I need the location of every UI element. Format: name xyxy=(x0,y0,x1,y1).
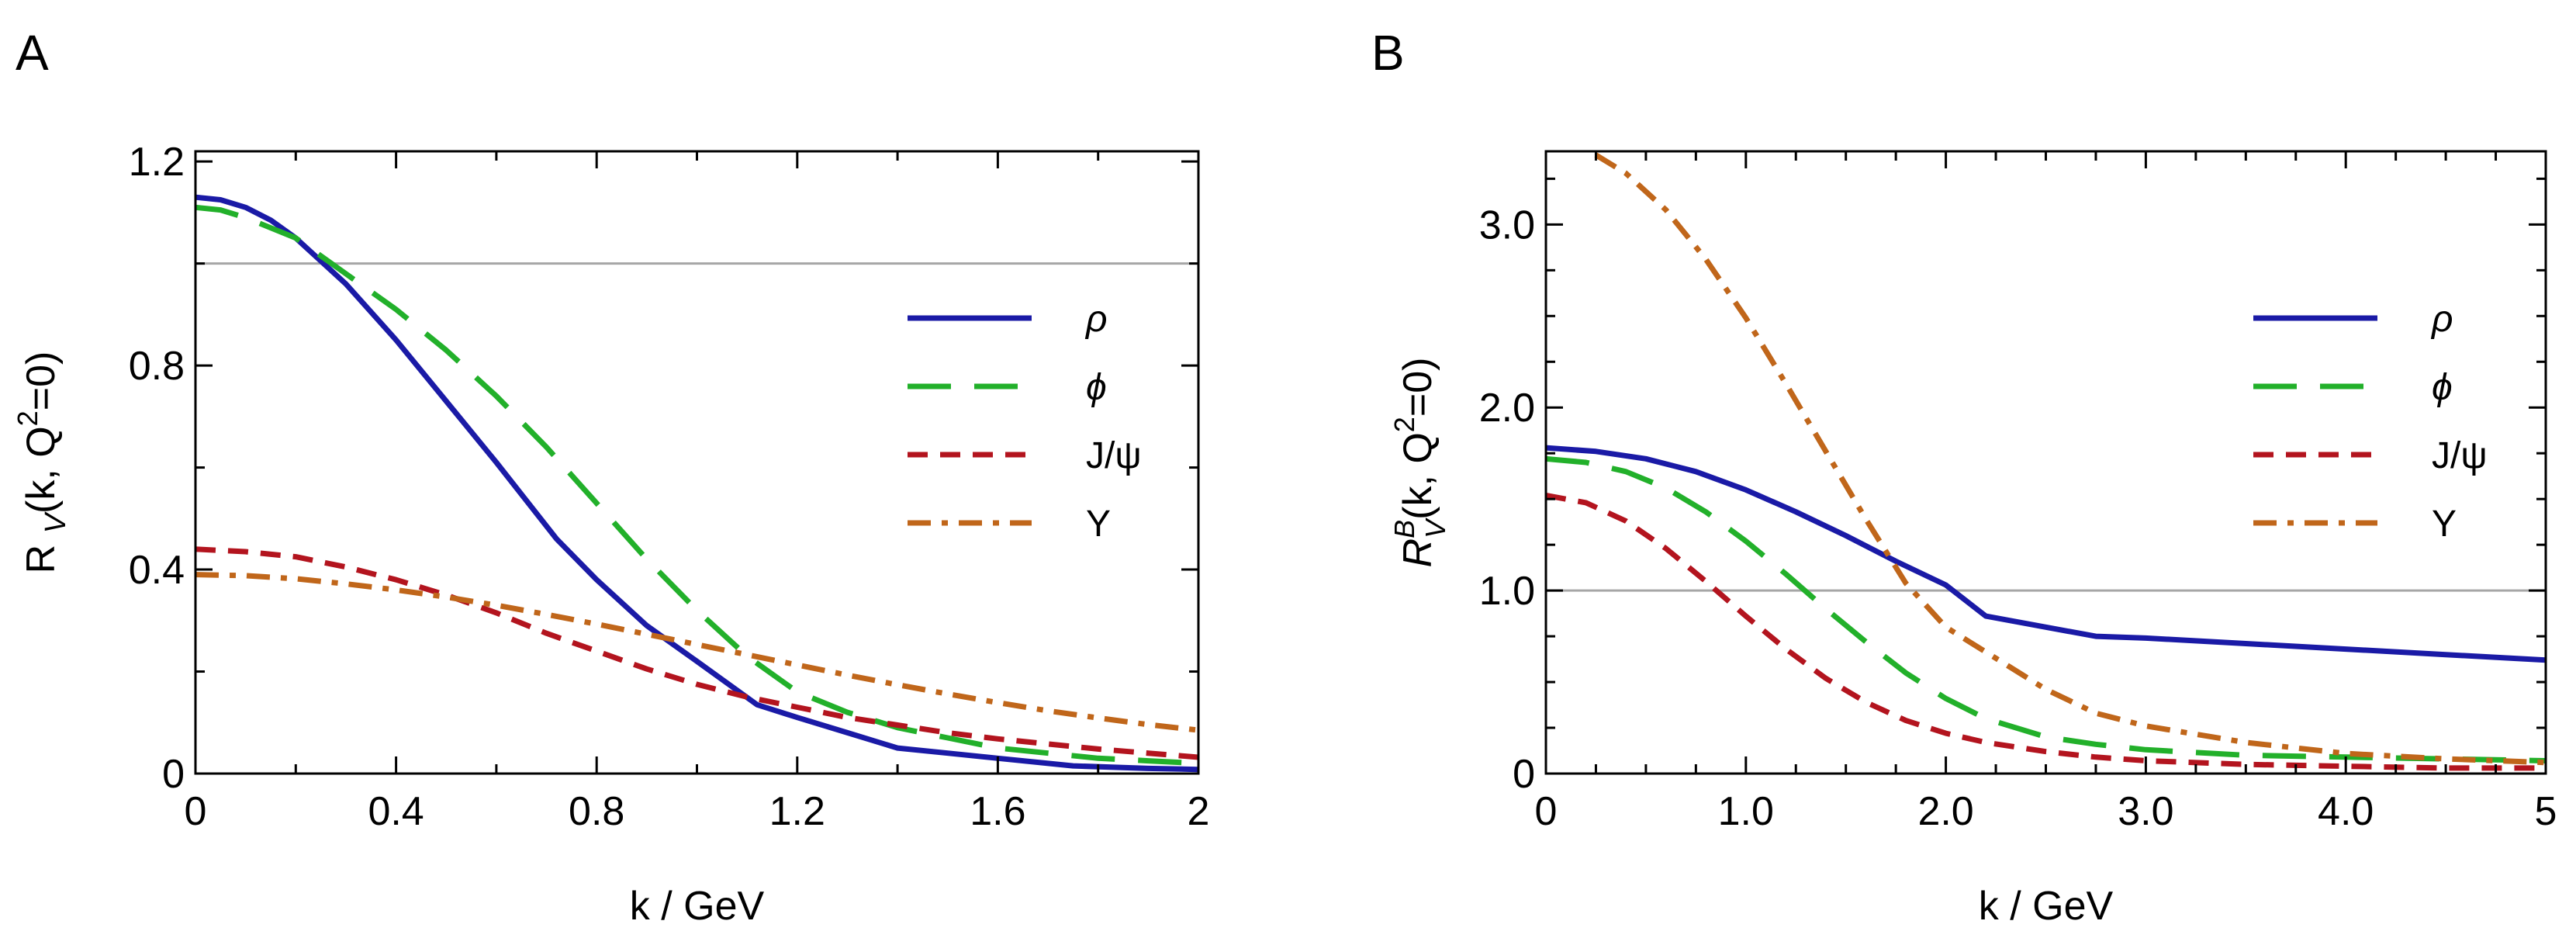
y-tick-label: 0 xyxy=(1513,752,1535,797)
x-tick-label: 1.0 xyxy=(1718,789,1774,834)
series-line-2 xyxy=(1546,493,2546,771)
y-axis-label: RBV(k, Q2=0) xyxy=(1388,358,1451,568)
chart-panel-B: 0 1.0 2.0 3.0 4.0 5 0 1.0 2.0 3.0 k / GeV RBV(k, Q2… xyxy=(1371,25,2557,929)
x-tick-label: 3.0 xyxy=(2118,789,2173,834)
x-tick-label: 0.8 xyxy=(569,789,624,834)
legend-label: Υ xyxy=(1086,504,1111,545)
series-line-3 xyxy=(1594,152,2546,766)
legend-label: ϕ xyxy=(1086,367,1107,408)
x-tick-label: 2.0 xyxy=(1917,789,1973,834)
y-axis-label: R V(k, Q2=0) xyxy=(12,351,72,574)
legend: ρϕ J/ψ Υ xyxy=(908,299,1142,545)
chart-panel-A: 0 0.4 0.8 1.2 1.6 2 0 0.4 0.8 1.2 k / GeV R V(k, Q2… xyxy=(12,25,1209,929)
y-tick-label: 0.4 xyxy=(129,548,185,593)
x-tick-label: 0.4 xyxy=(368,789,424,834)
series-line-0 xyxy=(195,194,1198,773)
x-tick-label: 0 xyxy=(1535,789,1558,834)
series-line-0 xyxy=(1546,445,2546,663)
y-tick-label: 1.2 xyxy=(129,140,185,185)
panel-label: A xyxy=(16,25,49,81)
x-axis-label: k / GeV xyxy=(1979,884,2114,929)
series-line-1 xyxy=(195,204,1198,767)
y-tick-label: 1.0 xyxy=(1479,569,1535,614)
legend-label: ϕ xyxy=(2432,367,2453,408)
y-tick-label: 3.0 xyxy=(1479,203,1535,248)
x-tick-label: 1.6 xyxy=(970,789,1025,834)
x-tick-label: 2 xyxy=(1188,789,1210,834)
x-axis-label: k / GeV xyxy=(630,884,765,929)
series-line-2 xyxy=(195,546,1198,760)
axis-frame xyxy=(1544,150,2547,775)
axis-frame xyxy=(194,150,1200,775)
legend-label: J/ψ xyxy=(1086,435,1142,476)
legend: ρϕ J/ψ Υ xyxy=(2253,299,2488,545)
y-tick-label: 0.8 xyxy=(129,344,185,389)
x-tick-label: 1.2 xyxy=(769,789,825,834)
legend-label: ρ xyxy=(1084,299,1108,340)
x-tick-label: 5 xyxy=(2535,789,2557,834)
y-tick-label: 0 xyxy=(162,752,185,797)
series-line-1 xyxy=(1546,455,2546,763)
panel-label: B xyxy=(1371,25,1405,81)
y-tick-label: 2.0 xyxy=(1479,386,1535,431)
legend-label: Υ xyxy=(2432,504,2457,545)
legend-label: J/ψ xyxy=(2432,435,2488,476)
series-line-3 xyxy=(195,572,1198,733)
x-tick-label: 4.0 xyxy=(2318,789,2374,834)
x-tick-label: 0 xyxy=(185,789,207,834)
legend-label: ρ xyxy=(2430,299,2453,340)
